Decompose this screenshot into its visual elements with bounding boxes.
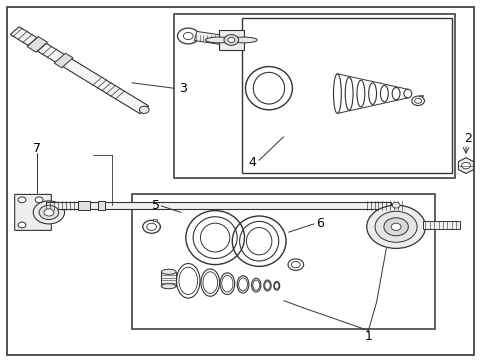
Text: 3: 3: [179, 82, 187, 95]
Ellipse shape: [161, 269, 176, 274]
Circle shape: [391, 202, 399, 208]
Circle shape: [44, 209, 54, 216]
Text: 2: 2: [464, 132, 471, 145]
Polygon shape: [46, 202, 390, 209]
Circle shape: [18, 222, 26, 228]
Bar: [161, 272, 176, 286]
Circle shape: [227, 37, 234, 42]
Polygon shape: [457, 158, 473, 174]
Polygon shape: [194, 31, 221, 44]
Circle shape: [366, 205, 425, 248]
Ellipse shape: [205, 37, 232, 43]
Circle shape: [461, 162, 469, 169]
Text: 1: 1: [364, 330, 371, 343]
Bar: [242, 18, 451, 173]
Polygon shape: [78, 201, 90, 210]
Polygon shape: [15, 194, 51, 230]
Text: 7: 7: [33, 142, 41, 155]
Circle shape: [33, 201, 64, 224]
Circle shape: [39, 205, 59, 220]
Circle shape: [35, 197, 43, 203]
Polygon shape: [422, 221, 459, 229]
Circle shape: [390, 223, 400, 230]
Circle shape: [139, 106, 149, 113]
Ellipse shape: [229, 37, 257, 43]
Circle shape: [374, 211, 416, 242]
Text: 5: 5: [151, 199, 159, 212]
Polygon shape: [27, 37, 47, 52]
Bar: [132, 194, 434, 329]
Polygon shape: [98, 201, 105, 210]
Circle shape: [383, 218, 407, 236]
Polygon shape: [54, 53, 73, 68]
Circle shape: [224, 35, 238, 45]
Polygon shape: [10, 27, 148, 114]
Text: 4: 4: [247, 156, 255, 169]
Text: 6: 6: [316, 217, 324, 230]
Circle shape: [18, 197, 26, 203]
Ellipse shape: [161, 284, 176, 289]
Bar: [173, 14, 454, 178]
Bar: [219, 30, 243, 50]
Bar: [418, 95, 422, 96]
Bar: [153, 219, 157, 221]
